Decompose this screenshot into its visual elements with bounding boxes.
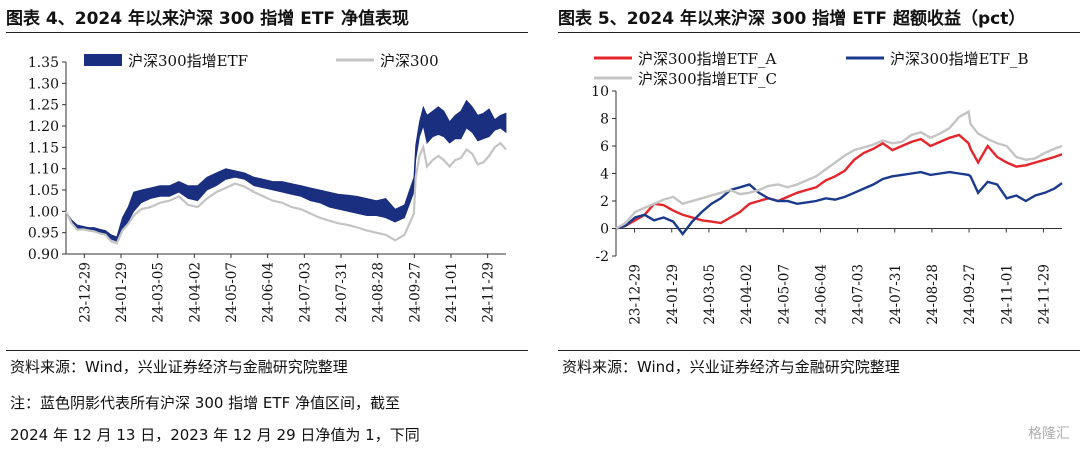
x-tick-label: 24-07-31 bbox=[888, 264, 904, 325]
x-tick-label: 24-04-02 bbox=[739, 264, 755, 325]
legend-label: 沪深300指增ETF_B bbox=[890, 50, 1029, 68]
x-tick-label: 24-11-29 bbox=[481, 262, 497, 323]
y-tick-label: 1.35 bbox=[28, 55, 59, 71]
note-line-2: 2024 年 12 月 13 日，2023 年 12 月 29 日净值为 1，下… bbox=[10, 426, 420, 444]
excess-return-chart: -2 0 2 4 6 8 10 23-12-29 24-01-29 24-03-05 24-04-0… bbox=[591, 50, 1063, 325]
y-tick-label: 1.15 bbox=[28, 140, 59, 156]
y-tick-label: 1.10 bbox=[28, 162, 59, 178]
x-tick-label: 24-06-04 bbox=[261, 262, 277, 323]
y-tick-label: 4 bbox=[600, 167, 609, 183]
x-tick-label: 24-08-28 bbox=[371, 262, 387, 323]
right-chart-panel: 图表 5、2024 年以来沪深 300 指增 ETF 超额收益（pct） -2 0… bbox=[552, 0, 1080, 449]
chart-title: 图表 4、2024 年以来沪深 300 指增 ETF 净值表现 bbox=[6, 9, 409, 29]
x-tick-label: 24-01-29 bbox=[114, 262, 130, 323]
y-tick-label: 0.90 bbox=[28, 247, 59, 263]
x-tick-label: 24-01-29 bbox=[665, 264, 681, 325]
x-tick-label: 23-12-29 bbox=[628, 264, 644, 325]
title-rule bbox=[558, 32, 1080, 33]
watermark-logo: 格隆汇 bbox=[1028, 426, 1070, 442]
x-tick-label: 24-11-29 bbox=[1036, 264, 1052, 325]
y-tick-label: 6 bbox=[600, 139, 609, 155]
x-tick-label: 24-11-01 bbox=[444, 262, 460, 323]
nav-chart: 0.90 0.95 1.00 1.05 1.10 1.15 1.20 1.25 1.30 1.35… bbox=[28, 52, 507, 323]
x-tick-label: 24-08-28 bbox=[925, 264, 941, 325]
source-text: 资料来源：Wind，兴业证券经济与金融研究院整理 bbox=[10, 358, 348, 376]
note-line-1: 注：蓝色阴影代表所有沪深 300 指增 ETF 净值区间，截至 bbox=[10, 394, 400, 412]
source-rule bbox=[558, 350, 1080, 351]
x-tick-label: 24-11-01 bbox=[999, 264, 1015, 325]
x-tick-label: 24-05-07 bbox=[224, 262, 240, 323]
y-tick-label: 1.30 bbox=[28, 76, 59, 92]
x-tick-label: 24-03-05 bbox=[702, 264, 718, 325]
y-tick-label: 1.25 bbox=[28, 98, 59, 114]
legend-label: 沪深300 bbox=[380, 52, 439, 70]
y-tick-label: 1.00 bbox=[28, 204, 59, 220]
left-chart-panel: 图表 4、2024 年以来沪深 300 指增 ETF 净值表现 0.90 0.95… bbox=[0, 0, 528, 449]
y-tick-label: 1.05 bbox=[28, 183, 59, 199]
y-tick-label: -2 bbox=[595, 249, 609, 265]
x-tick-label: 24-07-03 bbox=[851, 264, 867, 325]
y-tick-label: 8 bbox=[600, 112, 609, 128]
y-tick-label: 0 bbox=[600, 222, 609, 238]
legend-label: 沪深300指增ETF bbox=[128, 52, 248, 70]
chart-title: 图表 5、2024 年以来沪深 300 指增 ETF 超额收益（pct） bbox=[558, 9, 1026, 29]
x-tick-label: 24-05-07 bbox=[776, 264, 792, 325]
x-tick-label: 24-04-02 bbox=[187, 262, 203, 323]
x-tick-label: 24-06-04 bbox=[813, 264, 829, 325]
x-tick-label: 24-07-03 bbox=[297, 262, 313, 323]
legend-swatch bbox=[84, 54, 122, 66]
series-line bbox=[615, 170, 1063, 236]
y-tick-label: 1.20 bbox=[28, 119, 59, 135]
source-text: 资料来源：Wind，兴业证券经济与金融研究院整理 bbox=[562, 358, 900, 376]
y-tick-label: 2 bbox=[600, 194, 609, 210]
y-tick-label: 10 bbox=[591, 84, 609, 100]
x-tick-label: 24-03-05 bbox=[151, 262, 167, 323]
y-tick-label: 0.95 bbox=[28, 226, 59, 242]
series-band bbox=[65, 99, 507, 242]
x-tick-label: 23-12-29 bbox=[77, 262, 93, 323]
title-rule bbox=[6, 32, 528, 33]
series-line bbox=[65, 141, 507, 245]
legend-label: 沪深300指增ETF_A bbox=[638, 50, 776, 68]
series-line bbox=[615, 109, 1063, 230]
source-rule bbox=[6, 350, 528, 351]
x-tick-label: 24-09-27 bbox=[962, 264, 978, 325]
x-tick-label: 24-07-31 bbox=[334, 262, 350, 323]
legend-label: 沪深300指增ETF_C bbox=[638, 70, 777, 88]
series-line bbox=[615, 133, 1063, 230]
x-tick-label: 24-09-27 bbox=[407, 262, 423, 323]
